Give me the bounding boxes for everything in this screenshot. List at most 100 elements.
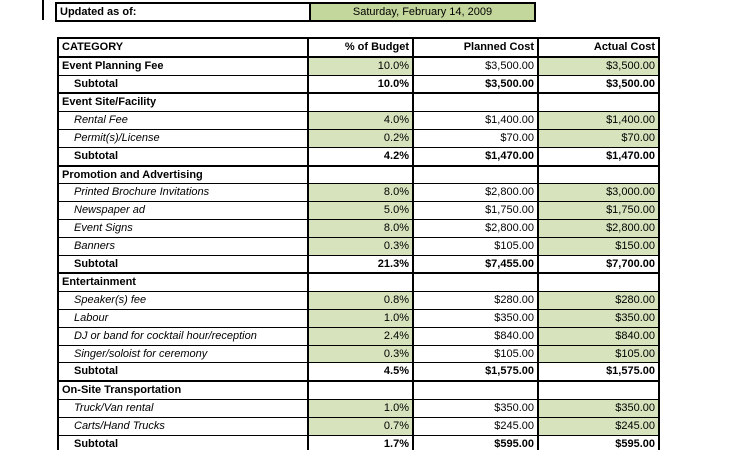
column-header-actual-cost[interactable]: Actual Cost xyxy=(537,37,660,58)
actual-cost-cell[interactable]: $1,750.00 xyxy=(537,201,660,220)
planned-cost-cell[interactable] xyxy=(412,92,539,113)
planned-cost-cell[interactable]: $350.00 xyxy=(412,308,539,328)
pct-cell[interactable]: 4.0% xyxy=(307,111,414,130)
actual-cost-cell[interactable]: $150.00 xyxy=(537,236,660,256)
planned-cost-cell[interactable]: $1,400.00 xyxy=(412,111,539,130)
actual-cost-cell[interactable]: $840.00 xyxy=(537,326,660,346)
subtotal-row: Subtotal 1.7% $595.00 $595.00 xyxy=(57,434,660,450)
category-cell[interactable]: Subtotal xyxy=(57,434,309,450)
category-cell[interactable]: Promotion and Advertising xyxy=(57,164,309,185)
planned-cost-cell[interactable]: $3,500.00 xyxy=(412,74,539,94)
actual-cost-cell[interactable] xyxy=(537,272,660,293)
pct-cell[interactable] xyxy=(307,164,414,185)
pct-cell[interactable] xyxy=(307,272,414,293)
pct-cell[interactable]: 10.0% xyxy=(307,55,414,76)
actual-cost-cell[interactable]: $105.00 xyxy=(537,344,660,364)
actual-cost-cell[interactable]: $3,000.00 xyxy=(537,183,660,203)
planned-cost-cell[interactable]: $1,575.00 xyxy=(412,362,539,382)
category-cell[interactable]: DJ or band for cocktail hour/reception xyxy=(57,326,309,346)
column-header-pct-of-budget[interactable]: % of Budget xyxy=(307,37,414,58)
planned-cost-cell[interactable]: $1,470.00 xyxy=(412,146,539,167)
actual-cost-cell[interactable]: $350.00 xyxy=(537,308,660,328)
category-cell[interactable]: Subtotal xyxy=(57,146,309,167)
updated-date-cell[interactable]: Saturday, February 14, 2009 xyxy=(311,4,534,20)
actual-cost-cell[interactable]: $2,800.00 xyxy=(537,218,660,238)
pct-cell[interactable]: 8.0% xyxy=(307,183,414,203)
pct-cell[interactable]: 4.5% xyxy=(307,362,414,382)
pct-cell[interactable]: 1.7% xyxy=(307,434,414,450)
pct-cell[interactable]: 0.8% xyxy=(307,291,414,310)
pct-cell[interactable]: 21.3% xyxy=(307,254,414,274)
planned-cost-cell[interactable]: $3,500.00 xyxy=(412,55,539,76)
pct-cell[interactable]: 0.3% xyxy=(307,344,414,364)
pct-cell[interactable] xyxy=(307,380,414,400)
category-cell[interactable]: Subtotal xyxy=(57,362,309,382)
actual-cost-cell[interactable] xyxy=(537,164,660,185)
category-cell[interactable]: Rental Fee xyxy=(57,111,309,130)
actual-cost-cell[interactable]: $1,575.00 xyxy=(537,362,660,382)
category-cell[interactable]: Carts/Hand Trucks xyxy=(57,416,309,436)
budget-table-body: Event Planning Fee 10.0% $3,500.00 $3,500.0… xyxy=(57,55,660,450)
planned-cost-cell[interactable]: $2,800.00 xyxy=(412,218,539,238)
planned-cost-cell[interactable]: $105.00 xyxy=(412,344,539,364)
actual-cost-cell[interactable]: $245.00 xyxy=(537,416,660,436)
category-cell[interactable]: Permit(s)/License xyxy=(57,128,309,148)
category-cell[interactable]: Speaker(s) fee xyxy=(57,291,309,310)
pct-cell[interactable]: 5.0% xyxy=(307,201,414,220)
category-cell[interactable]: Subtotal xyxy=(57,74,309,94)
pct-cell[interactable]: 1.0% xyxy=(307,398,414,418)
category-cell[interactable]: Subtotal xyxy=(57,254,309,274)
actual-cost-cell[interactable]: $1,470.00 xyxy=(537,146,660,167)
planned-cost-cell[interactable]: $595.00 xyxy=(412,434,539,450)
category-cell[interactable]: Event Planning Fee xyxy=(57,55,309,76)
actual-cost-cell[interactable]: $3,500.00 xyxy=(537,74,660,94)
category-cell[interactable]: Truck/Van rental xyxy=(57,398,309,418)
planned-cost-cell[interactable] xyxy=(412,272,539,293)
planned-cost-cell[interactable]: $7,455.00 xyxy=(412,254,539,274)
planned-cost-cell[interactable]: $2,800.00 xyxy=(412,183,539,203)
planned-cost-cell[interactable]: $350.00 xyxy=(412,398,539,418)
actual-cost-cell[interactable] xyxy=(537,92,660,113)
category-cell[interactable]: Labour xyxy=(57,308,309,328)
category-cell[interactable]: Banners xyxy=(57,236,309,256)
updated-as-of-label[interactable]: Updated as of: xyxy=(57,4,311,20)
planned-cost-cell[interactable]: $245.00 xyxy=(412,416,539,436)
planned-cost-cell[interactable] xyxy=(412,164,539,185)
section-row: On-Site Transportation xyxy=(57,380,660,400)
planned-cost-cell[interactable]: $840.00 xyxy=(412,326,539,346)
planned-cost-cell[interactable]: $280.00 xyxy=(412,291,539,310)
planned-cost-cell[interactable] xyxy=(412,380,539,400)
pct-cell[interactable]: 0.7% xyxy=(307,416,414,436)
column-header-category[interactable]: CATEGORY xyxy=(57,37,309,58)
item-row: Singer/soloist for ceremony 0.3% $105.00 $1… xyxy=(57,344,660,364)
actual-cost-cell[interactable]: $595.00 xyxy=(537,434,660,450)
category-cell[interactable]: Singer/soloist for ceremony xyxy=(57,344,309,364)
column-header-planned-cost[interactable]: Planned Cost xyxy=(412,37,539,58)
planned-cost-cell[interactable]: $1,750.00 xyxy=(412,201,539,220)
pct-cell[interactable]: 10.0% xyxy=(307,74,414,94)
category-cell[interactable]: On-Site Transportation xyxy=(57,380,309,400)
pct-cell[interactable] xyxy=(307,92,414,113)
actual-cost-cell[interactable]: $70.00 xyxy=(537,128,660,148)
actual-cost-cell[interactable]: $3,500.00 xyxy=(537,55,660,76)
pct-cell[interactable]: 2.4% xyxy=(307,326,414,346)
planned-cost-cell[interactable]: $105.00 xyxy=(412,236,539,256)
cutoff-cell-border xyxy=(42,0,44,20)
actual-cost-cell[interactable]: $7,700.00 xyxy=(537,254,660,274)
pct-cell[interactable]: 8.0% xyxy=(307,218,414,238)
pct-cell[interactable]: 4.2% xyxy=(307,146,414,167)
actual-cost-cell[interactable]: $280.00 xyxy=(537,291,660,310)
planned-cost-cell[interactable]: $70.00 xyxy=(412,128,539,148)
pct-cell[interactable]: 0.3% xyxy=(307,236,414,256)
category-cell[interactable]: Event Signs xyxy=(57,218,309,238)
actual-cost-cell[interactable]: $1,400.00 xyxy=(537,111,660,130)
category-cell[interactable]: Newspaper ad xyxy=(57,201,309,220)
pct-cell[interactable]: 0.2% xyxy=(307,128,414,148)
actual-cost-cell[interactable] xyxy=(537,380,660,400)
category-cell[interactable]: Printed Brochure Invitations xyxy=(57,183,309,203)
category-cell[interactable]: Entertainment xyxy=(57,272,309,293)
actual-cost-cell[interactable]: $350.00 xyxy=(537,398,660,418)
pct-cell[interactable]: 1.0% xyxy=(307,308,414,328)
category-cell[interactable]: Event Site/Facility xyxy=(57,92,309,113)
